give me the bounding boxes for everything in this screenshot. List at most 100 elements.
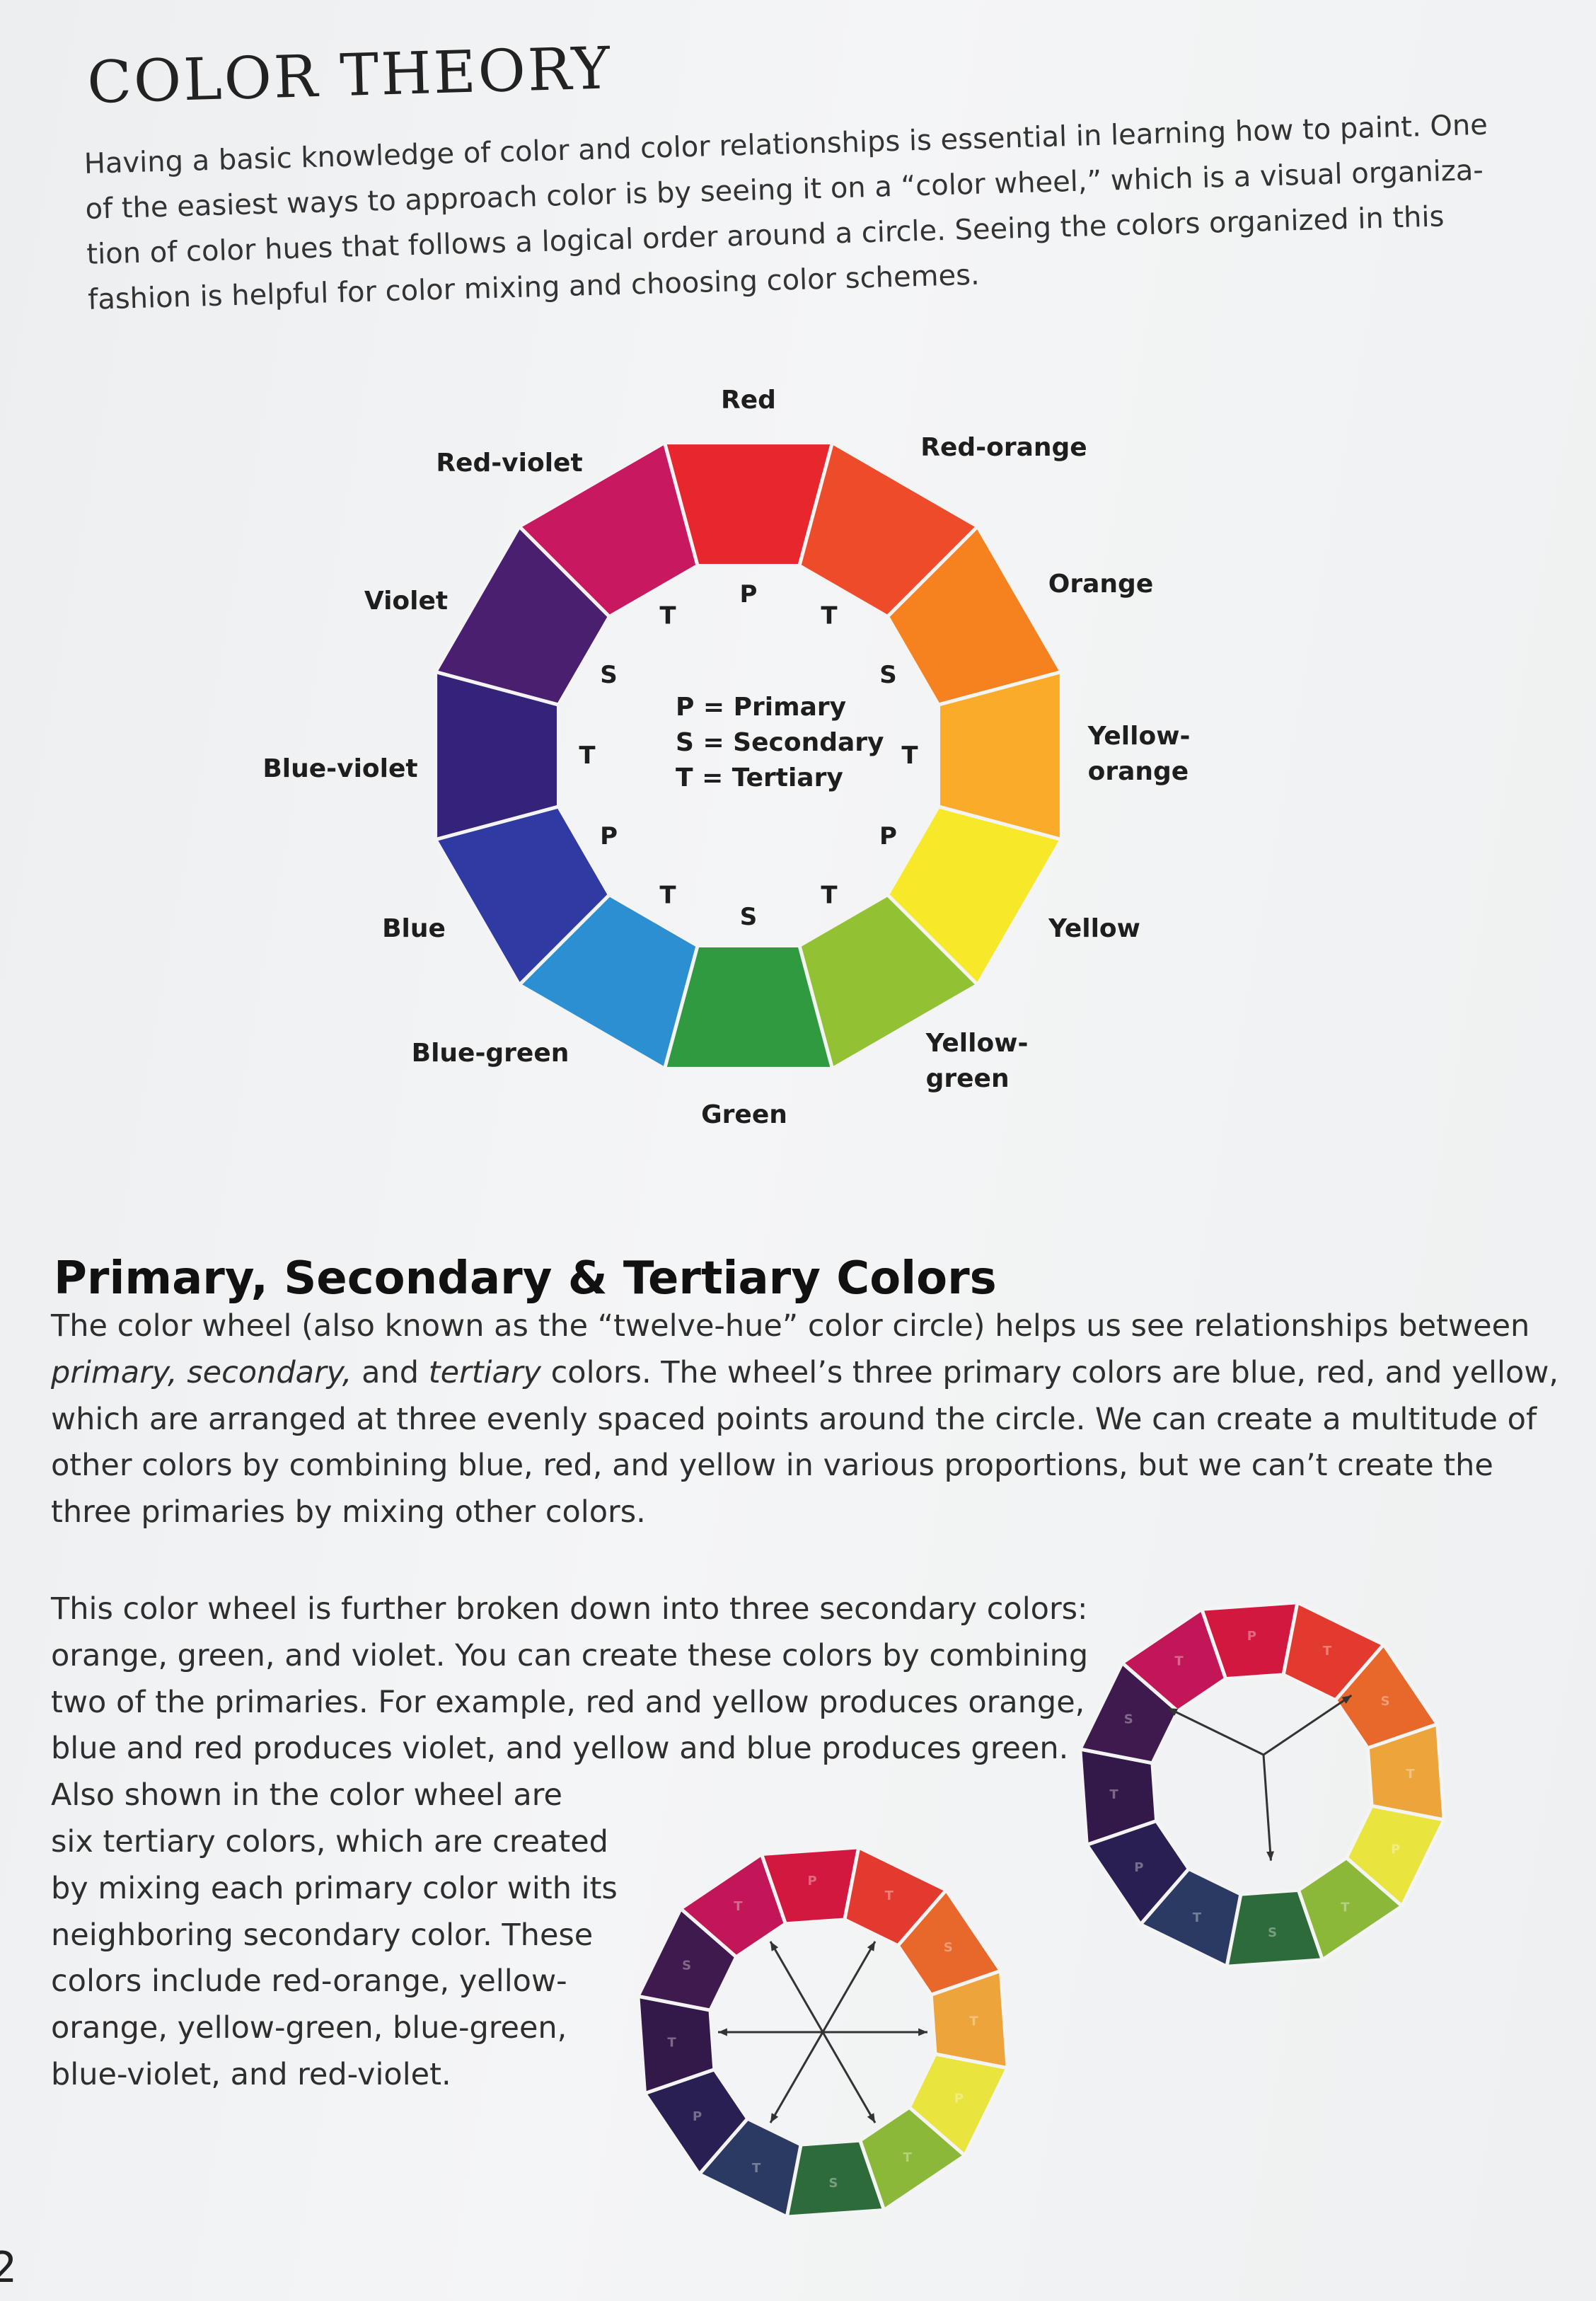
segment-type-letter: P: [1247, 1629, 1256, 1644]
wheel-label-green: Green: [701, 1100, 787, 1129]
wheel-segment: [1119, 1606, 1228, 1714]
segment-type-letter: T: [903, 2150, 913, 2165]
segment-type-letter: P: [807, 1874, 816, 1888]
arrowhead-icon: [718, 2028, 727, 2036]
wheel-legend: P = Primary S = Secondary T = Tertiary: [676, 690, 884, 796]
segment-type-letter: T: [1323, 1644, 1332, 1659]
segment-type-letter: P: [1391, 1842, 1400, 1857]
legend-secondary: S = Secondary: [676, 728, 884, 757]
section-paragraph-2: This color wheel is further broken down …: [51, 1586, 1088, 2099]
segment-type-letter: P: [600, 822, 618, 850]
wheel-label-blue: Blue: [382, 914, 446, 943]
wheel-segment: [678, 1851, 788, 1959]
segment-type-letter: T: [885, 1888, 894, 1903]
segment-type-letter: T: [1406, 1767, 1415, 1782]
wheel-label-blue-green: Blue-green: [411, 1039, 569, 1068]
segment-type-letter: P: [740, 580, 758, 609]
arrow-line: [769, 1941, 824, 2033]
wheel-label-yellow-orange: Yellow-orange: [1088, 719, 1191, 790]
italic-term: primary, secondary,: [51, 1354, 352, 1390]
segment-type-letter: S: [1381, 1694, 1390, 1709]
legend-primary: P = Primary: [676, 693, 847, 722]
segment-type-letter: T: [659, 881, 676, 909]
para-line: blue and red produces violet, and yellow…: [51, 1731, 1069, 1767]
arrowhead-icon: [770, 1941, 779, 1951]
wheel-label-red-orange: Red-orange: [920, 433, 1087, 462]
wheel-label-orange: Orange: [1048, 570, 1154, 599]
para-line: orange, green, and violet. You can creat…: [51, 1637, 1089, 1673]
label-line: Yellow-: [925, 1029, 1029, 1058]
arrowhead-icon: [918, 2028, 927, 2036]
main-color-wheel: P T S T P T S T P T S T: [432, 439, 1065, 1072]
segment-type-letter: T: [1341, 1901, 1350, 1915]
para-line: orange, yellow-green, blue-green,: [51, 2010, 567, 2046]
segment-type-letter: S: [682, 1959, 691, 1973]
wheel-label-violet: Violet: [364, 587, 449, 616]
segment-type-letter: S: [828, 2176, 838, 2191]
arrow-line: [769, 2031, 824, 2123]
para-line: colors include red-orange, yellow-: [51, 1963, 567, 2000]
para-line: neighboring secondary color. These: [51, 1917, 594, 1953]
segment-type-letter: T: [734, 1899, 743, 1914]
para-line: This color wheel is further broken down …: [51, 1591, 1088, 1627]
arrow-line: [821, 1941, 877, 2033]
section-paragraph-1: The color wheel (also known as the “twel…: [51, 1303, 1559, 1536]
segment-type-letter: P: [879, 822, 897, 850]
para-line: The color wheel (also known as the “twel…: [51, 1308, 1530, 1344]
arrowhead-icon: [770, 2113, 779, 2123]
wheel-segment: [516, 439, 700, 619]
arrowhead-icon: [1341, 1695, 1352, 1704]
wheel-label-yellow: Yellow: [1048, 914, 1140, 943]
arrowhead-icon: [867, 2113, 875, 2123]
tertiary-color-wheel: P T S T P T S T P T S T: [635, 1845, 1010, 2220]
segment-type-letter: S: [879, 661, 897, 689]
label-line: Yellow-: [1087, 722, 1191, 751]
segment-type-letter: T: [1193, 1910, 1202, 1925]
segment-type-letter: T: [1174, 1654, 1184, 1668]
wheel-label-red: Red: [721, 386, 776, 415]
arrow-line: [821, 2031, 877, 2123]
segment-type-letter: P: [954, 2091, 964, 2106]
segment-type-letter: T: [821, 881, 838, 909]
para-line: three primaries by mixing other colors.: [51, 1494, 646, 1530]
segment-type-letter: T: [752, 2161, 761, 2176]
segment-type-letter: T: [579, 742, 596, 770]
arrow-line: [1262, 1754, 1272, 1861]
segment-type-letter: S: [740, 903, 758, 931]
para-line: primary, secondary, and tertiary colors.…: [51, 1350, 1559, 1397]
legend-tertiary: T = Tertiary: [676, 763, 843, 792]
italic-term: tertiary: [428, 1354, 541, 1390]
wheel-label-blue-violet: Blue-violet: [262, 754, 418, 783]
segment-type-letter: P: [693, 2109, 702, 2124]
secondary-color-wheel: P T S T P T S T P T S T: [1077, 1600, 1447, 1969]
para-line: which are arranged at three evenly space…: [51, 1401, 1537, 1437]
section-heading: Primary, Secondary & Tertiary Colors: [54, 1252, 997, 1305]
page-number: 2: [0, 2243, 18, 2293]
segment-type-letter: T: [901, 742, 918, 770]
segment-type-letter: P: [1134, 1860, 1143, 1875]
para-line: two of the primaries. For example, red a…: [51, 1684, 1085, 1720]
wheel-label-yellow-green: Yellow-green: [926, 1026, 1029, 1097]
para-line: blue-violet, and red-violet.: [51, 2056, 451, 2092]
segment-type-letter: S: [944, 1940, 953, 1955]
label-line: orange: [1087, 757, 1189, 786]
arrow-line: [1263, 1694, 1353, 1756]
para-line: six tertiary colors, which are created: [51, 1823, 608, 1859]
segment-type-letter: T: [821, 602, 838, 630]
segment-type-letter: T: [969, 2014, 978, 2029]
arrow-line: [1167, 1707, 1264, 1756]
para-line: other colors by combining blue, red, and…: [51, 1448, 1493, 1484]
segment-type-letter: T: [1109, 1787, 1118, 1802]
arrowhead-icon: [1168, 1708, 1179, 1716]
segment-type-letter: T: [667, 2035, 676, 2050]
label-line: green: [925, 1064, 1010, 1093]
para-line: by mixing each primary color with its: [51, 1870, 618, 1906]
segment-type-letter: S: [1268, 1925, 1277, 1940]
para-line: Also shown in the color wheel are: [51, 1777, 562, 1813]
arrowhead-icon: [1266, 1851, 1275, 1861]
segment-type-letter: S: [1124, 1712, 1133, 1726]
segment-type-letter: T: [659, 602, 676, 630]
arrowhead-icon: [867, 1941, 875, 1951]
para-text: and: [352, 1354, 429, 1390]
